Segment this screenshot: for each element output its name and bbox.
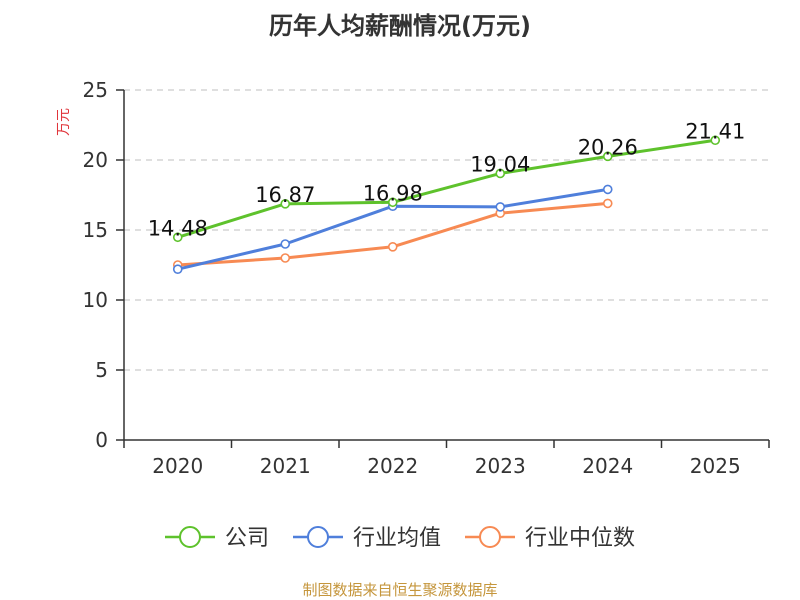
data-point[interactable] <box>602 151 613 162</box>
series-line <box>177 138 716 239</box>
legend-label: 行业中位数 <box>525 526 635 551</box>
y-tick-label: 0 <box>95 428 108 452</box>
data-label: 16.87 <box>255 183 315 207</box>
y-tick-label: 15 <box>83 218 108 242</box>
data-label: 19.04 <box>470 152 530 176</box>
legend-label: 行业均值 <box>353 526 441 551</box>
data-label: 21.41 <box>685 119 745 143</box>
data-point[interactable] <box>710 135 721 146</box>
data-point[interactable] <box>280 253 291 263</box>
data-point[interactable] <box>387 242 398 252</box>
legend-marker <box>479 526 501 548</box>
y-axis-label: 万元 <box>56 108 72 136</box>
legend-item[interactable]: 公司 <box>165 526 269 551</box>
legend-marker <box>307 526 329 548</box>
y-tick-label: 20 <box>83 148 108 172</box>
data-point[interactable] <box>280 239 291 249</box>
data-point[interactable] <box>172 232 183 243</box>
chart-title: 历年人均薪酬情况(万元) <box>269 12 531 40</box>
series-line <box>177 201 608 267</box>
legend-marker <box>179 526 201 548</box>
legend-item[interactable]: 行业均值 <box>293 526 441 551</box>
y-tick-label: 25 <box>83 78 108 102</box>
data-point[interactable] <box>495 202 506 212</box>
data-point[interactable] <box>602 198 613 209</box>
data-point[interactable] <box>602 184 613 195</box>
x-tick-label: 2025 <box>690 454 741 478</box>
data-label: 20.26 <box>578 135 638 159</box>
legend-item[interactable]: 行业中位数 <box>465 526 635 551</box>
legend[interactable]: 公司 行业均值 行业中位数 <box>165 526 635 551</box>
series-lines <box>172 135 721 275</box>
data-point[interactable] <box>280 199 291 209</box>
y-tick-label: 5 <box>95 358 108 382</box>
y-tick-label: 10 <box>83 288 108 312</box>
data-label: 16.98 <box>363 181 423 205</box>
x-tick-label: 2024 <box>582 454 633 478</box>
data-point[interactable] <box>172 264 183 275</box>
data-point[interactable] <box>387 197 398 208</box>
source-note: 制图数据来自恒生聚源数据库 <box>302 581 497 599</box>
data-labels: 14.48 16.87 16.98 19.04 20.26 21.41 <box>148 119 746 240</box>
x-tick-label: 2021 <box>260 454 311 478</box>
x-tick-label: 2020 <box>152 454 203 478</box>
data-label: 14.48 <box>148 216 208 240</box>
x-tick-label: 2022 <box>367 454 418 478</box>
x-tick-label: 2023 <box>475 454 526 478</box>
data-point[interactable] <box>495 168 506 179</box>
legend-label: 公司 <box>225 526 269 551</box>
